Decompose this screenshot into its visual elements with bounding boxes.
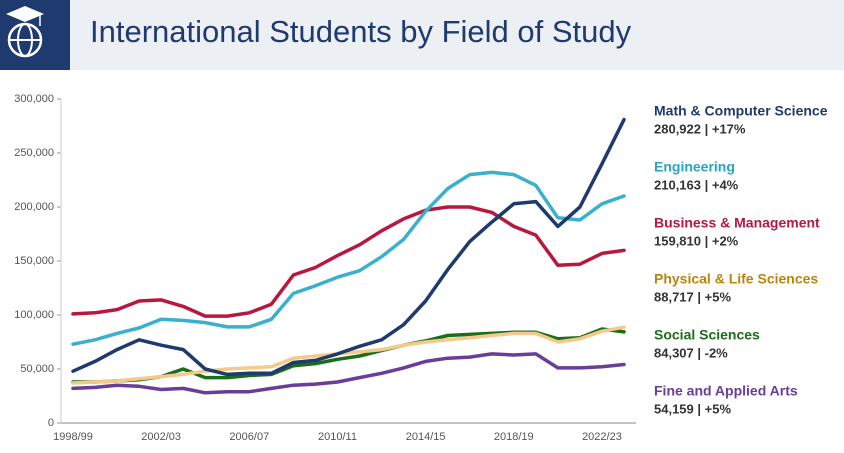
x-tick-label: 2022/23	[582, 431, 622, 443]
legend-name: Math & Computer Science	[654, 103, 828, 119]
x-tick-label: 1998/99	[53, 431, 93, 443]
y-tick-label: 150,000	[14, 255, 54, 267]
y-tick-label: 300,000	[14, 93, 54, 105]
legend-name: Business & Management	[654, 215, 820, 231]
logo	[0, 0, 70, 70]
y-tick-label: 100,000	[14, 309, 54, 321]
chart-title: International Students by Field of Study	[90, 14, 632, 49]
series-line	[71, 352, 626, 395]
legend-summary: 88,717 | +5%	[654, 289, 731, 304]
series-line	[71, 170, 626, 346]
logo-cap	[6, 6, 44, 22]
legend-name: Fine and Applied Arts	[654, 383, 798, 399]
x-tick-label: 2002/03	[141, 431, 181, 443]
series-line	[71, 205, 626, 318]
legend-summary: 54,159 | +5%	[654, 401, 731, 416]
legend-summary: 84,307 | -2%	[654, 345, 728, 360]
legend-summary: 210,163 | +4%	[654, 177, 739, 192]
legend-summary: 280,922 | +17%	[654, 121, 746, 136]
x-tick-label: 2010/11	[318, 431, 357, 443]
series-line	[71, 325, 626, 385]
x-tick-label: 2018/19	[494, 431, 534, 443]
x-tick-label: 2006/07	[229, 431, 269, 443]
legend-name: Physical & Life Sciences	[654, 271, 818, 287]
legend-name: Social Sciences	[654, 327, 760, 343]
y-tick-label: 0	[48, 417, 54, 429]
y-tick-label: 200,000	[14, 201, 54, 213]
y-tick-label: 50,000	[20, 363, 54, 375]
x-tick-label: 2014/15	[406, 431, 446, 443]
series-line	[71, 117, 626, 377]
legend-summary: 159,810 | +2%	[654, 233, 739, 248]
y-tick-label: 250,000	[14, 147, 54, 159]
header-bar	[0, 0, 844, 70]
legend-name: Engineering	[654, 159, 735, 175]
